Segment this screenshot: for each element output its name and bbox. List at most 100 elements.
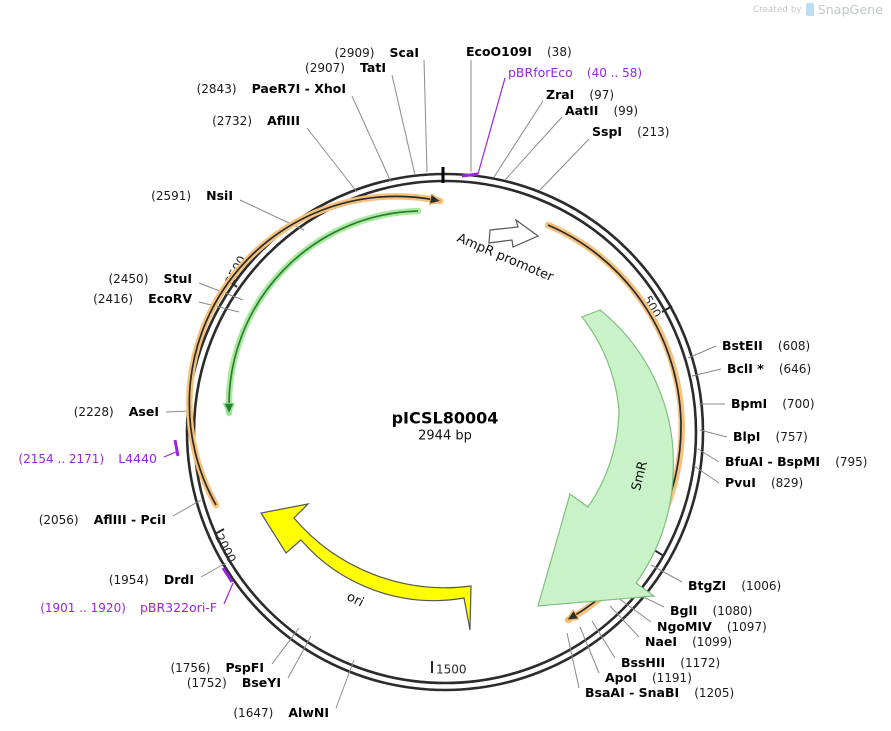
feature-ampr-promoter[interactable]: AmpR promoter [455,218,557,285]
site-position: (1205) [694,686,734,700]
green-arc-halo [225,207,422,417]
primer-label[interactable]: pBRforEco (40 .. 58) [508,63,642,82]
label-cluster-top-left: (2909) ScaI (2907) TatI (2843) PaeR7I - … [93,43,420,308]
site-position: (2907) [305,61,345,75]
site-position: (1752) [187,676,227,690]
site-position: (1954) [109,573,149,587]
site-label[interactable]: (1756) PspFI [170,658,264,677]
site-label[interactable]: ZraI (97) [546,85,614,104]
leader-line [691,368,722,377]
svg-text:(2843) PaeR7I - Xh: (2843) PaeR7I - XhoI [197,79,346,98]
leader-line [579,626,600,674]
site-position: (757) [776,430,808,444]
site-label[interactable]: BpmI (700) [731,394,815,413]
primer-name: L4440 [118,451,157,466]
leader-line [200,562,227,578]
site-label[interactable]: SspI (213) [592,122,669,141]
site-position: (99) [613,104,638,118]
site-label[interactable]: (2056) AflIII - PciI [39,510,166,529]
site-label[interactable]: (2591) NsiI [151,186,233,205]
site-label[interactable]: (1647) AlwNI [233,703,329,722]
site-label[interactable]: NaeI (1099) [645,632,732,651]
svg-text:BstEII (608): BstEII (608) [722,336,810,355]
site-position: (38) [547,45,572,59]
svg-text:NgoMIV (1097): NgoMIV (1097) [657,617,767,636]
site-label[interactable]: (2907) TatI [305,58,386,77]
leader-line [504,116,563,181]
site-name: PspFI [225,660,264,675]
ampr-promoter-arrow-shape[interactable] [488,218,540,248]
leader-line [650,564,683,583]
primer-label[interactable]: (1901 .. 1920) pBR322ori-F [40,598,217,617]
site-label[interactable]: (2416) EcoRV [93,289,192,308]
site-label[interactable]: BglI (1080) [670,601,752,620]
svg-text:BpmI (700): BpmI (700) [731,394,815,413]
label-cluster-bottom-left: (1756) PspFI (1752) BseYI (1647) AlwNI [170,658,329,722]
site-label[interactable]: BlpI (757) [733,427,808,446]
leader-line [423,59,428,173]
smr-arrow-shape[interactable] [537,309,674,607]
site-position: (1097) [727,620,767,634]
feature-label-ori: ori [344,589,366,610]
site-label[interactable]: (2843) PaeR7I - XhoI [197,79,346,98]
site-position: (2732) [212,114,252,128]
label-cluster-left: (2228) AseI (2154 .. 2171) L4440 (2056) … [18,402,217,617]
site-label[interactable]: AatII (99) [565,101,638,120]
site-label[interactable]: BtgZI (1006) [688,576,781,595]
site-label[interactable]: BssHII (1172) [621,653,720,672]
svg-text:(2732) AflIII: (2732) AflIII [212,111,300,130]
primer-label[interactable]: (2154 .. 2171) L4440 [18,449,157,468]
leader-line [287,635,312,679]
ori-arrow-shape[interactable] [260,503,472,631]
site-label[interactable]: BfuAI - BspMI (795) [725,452,867,471]
green-arc-upper-left [225,207,422,417]
site-label[interactable]: (2909) ScaI [335,43,420,62]
site-position: (2843) [197,82,237,96]
svg-text:BglI (1080): BglI (1080) [670,601,752,620]
svg-text:(1756) PspFI: (1756) PspFI [170,658,264,677]
ruler-tick-mark [214,528,225,535]
svg-text:(1647) AlwNI: (1647) AlwNI [233,703,329,722]
leader-line [566,632,580,689]
backbone-outer-circle [185,172,705,692]
feature-ori[interactable]: ori [260,503,472,631]
svg-text:BfuAI - BspMI (795: BfuAI - BspMI (795) [725,452,867,471]
site-label[interactable]: (2450) StuI [108,269,192,288]
site-name: DrdI [164,572,194,587]
site-name: SspI [592,124,622,139]
site-label[interactable]: BclI * (646) [727,359,811,378]
svg-text:(2450) StuI: (2450) StuI [108,269,192,288]
site-label[interactable]: NgoMIV (1097) [657,617,767,636]
site-position: (2909) [335,46,375,60]
ruler-tick-label-2000: 2000 [212,531,239,565]
site-name: PvuI [725,475,756,490]
site-position: (1080) [713,604,753,618]
site-name: BclI * [727,361,764,376]
site-label[interactable]: PvuI (829) [725,473,803,492]
site-label[interactable]: ApoI (1191) [605,668,692,687]
site-name: ZraI [546,87,574,102]
site-label[interactable]: (1752) BseYI [187,673,281,692]
site-position: (2228) [74,405,114,419]
svg-text:(2154 .. 2171) L4440: (2154 .. 2171) L4440 [18,449,157,468]
site-label[interactable]: BsaAI - SnaBI (1205) [585,683,734,702]
primer-tick-pbr322ori-f [221,567,234,583]
site-position: (1006) [741,579,781,593]
primer-name: pBRforEco [508,65,573,80]
site-name: BlpI [733,429,760,444]
leader-line [335,659,355,709]
site-label[interactable]: (2228) AseI [74,402,159,421]
site-label[interactable]: BstEII (608) [722,336,810,355]
site-name: BfuAI - BspMI [725,454,820,469]
feature-smr[interactable]: SmR [537,309,674,607]
site-name: BtgZI [688,578,726,593]
site-label[interactable]: EcoO109I (38) [466,42,572,61]
site-name: ApoI [605,670,637,685]
site-label[interactable]: (2732) AflIII [212,111,300,130]
site-name: BsaAI - SnaBI [585,685,679,700]
leader-line-primer [477,77,506,175]
site-name: EcoRV [148,291,192,306]
svg-text:(2228) AseI: (2228) AseI [74,402,159,421]
site-label[interactable]: (1954) DrdI [109,570,194,589]
site-position: (2416) [93,292,133,306]
